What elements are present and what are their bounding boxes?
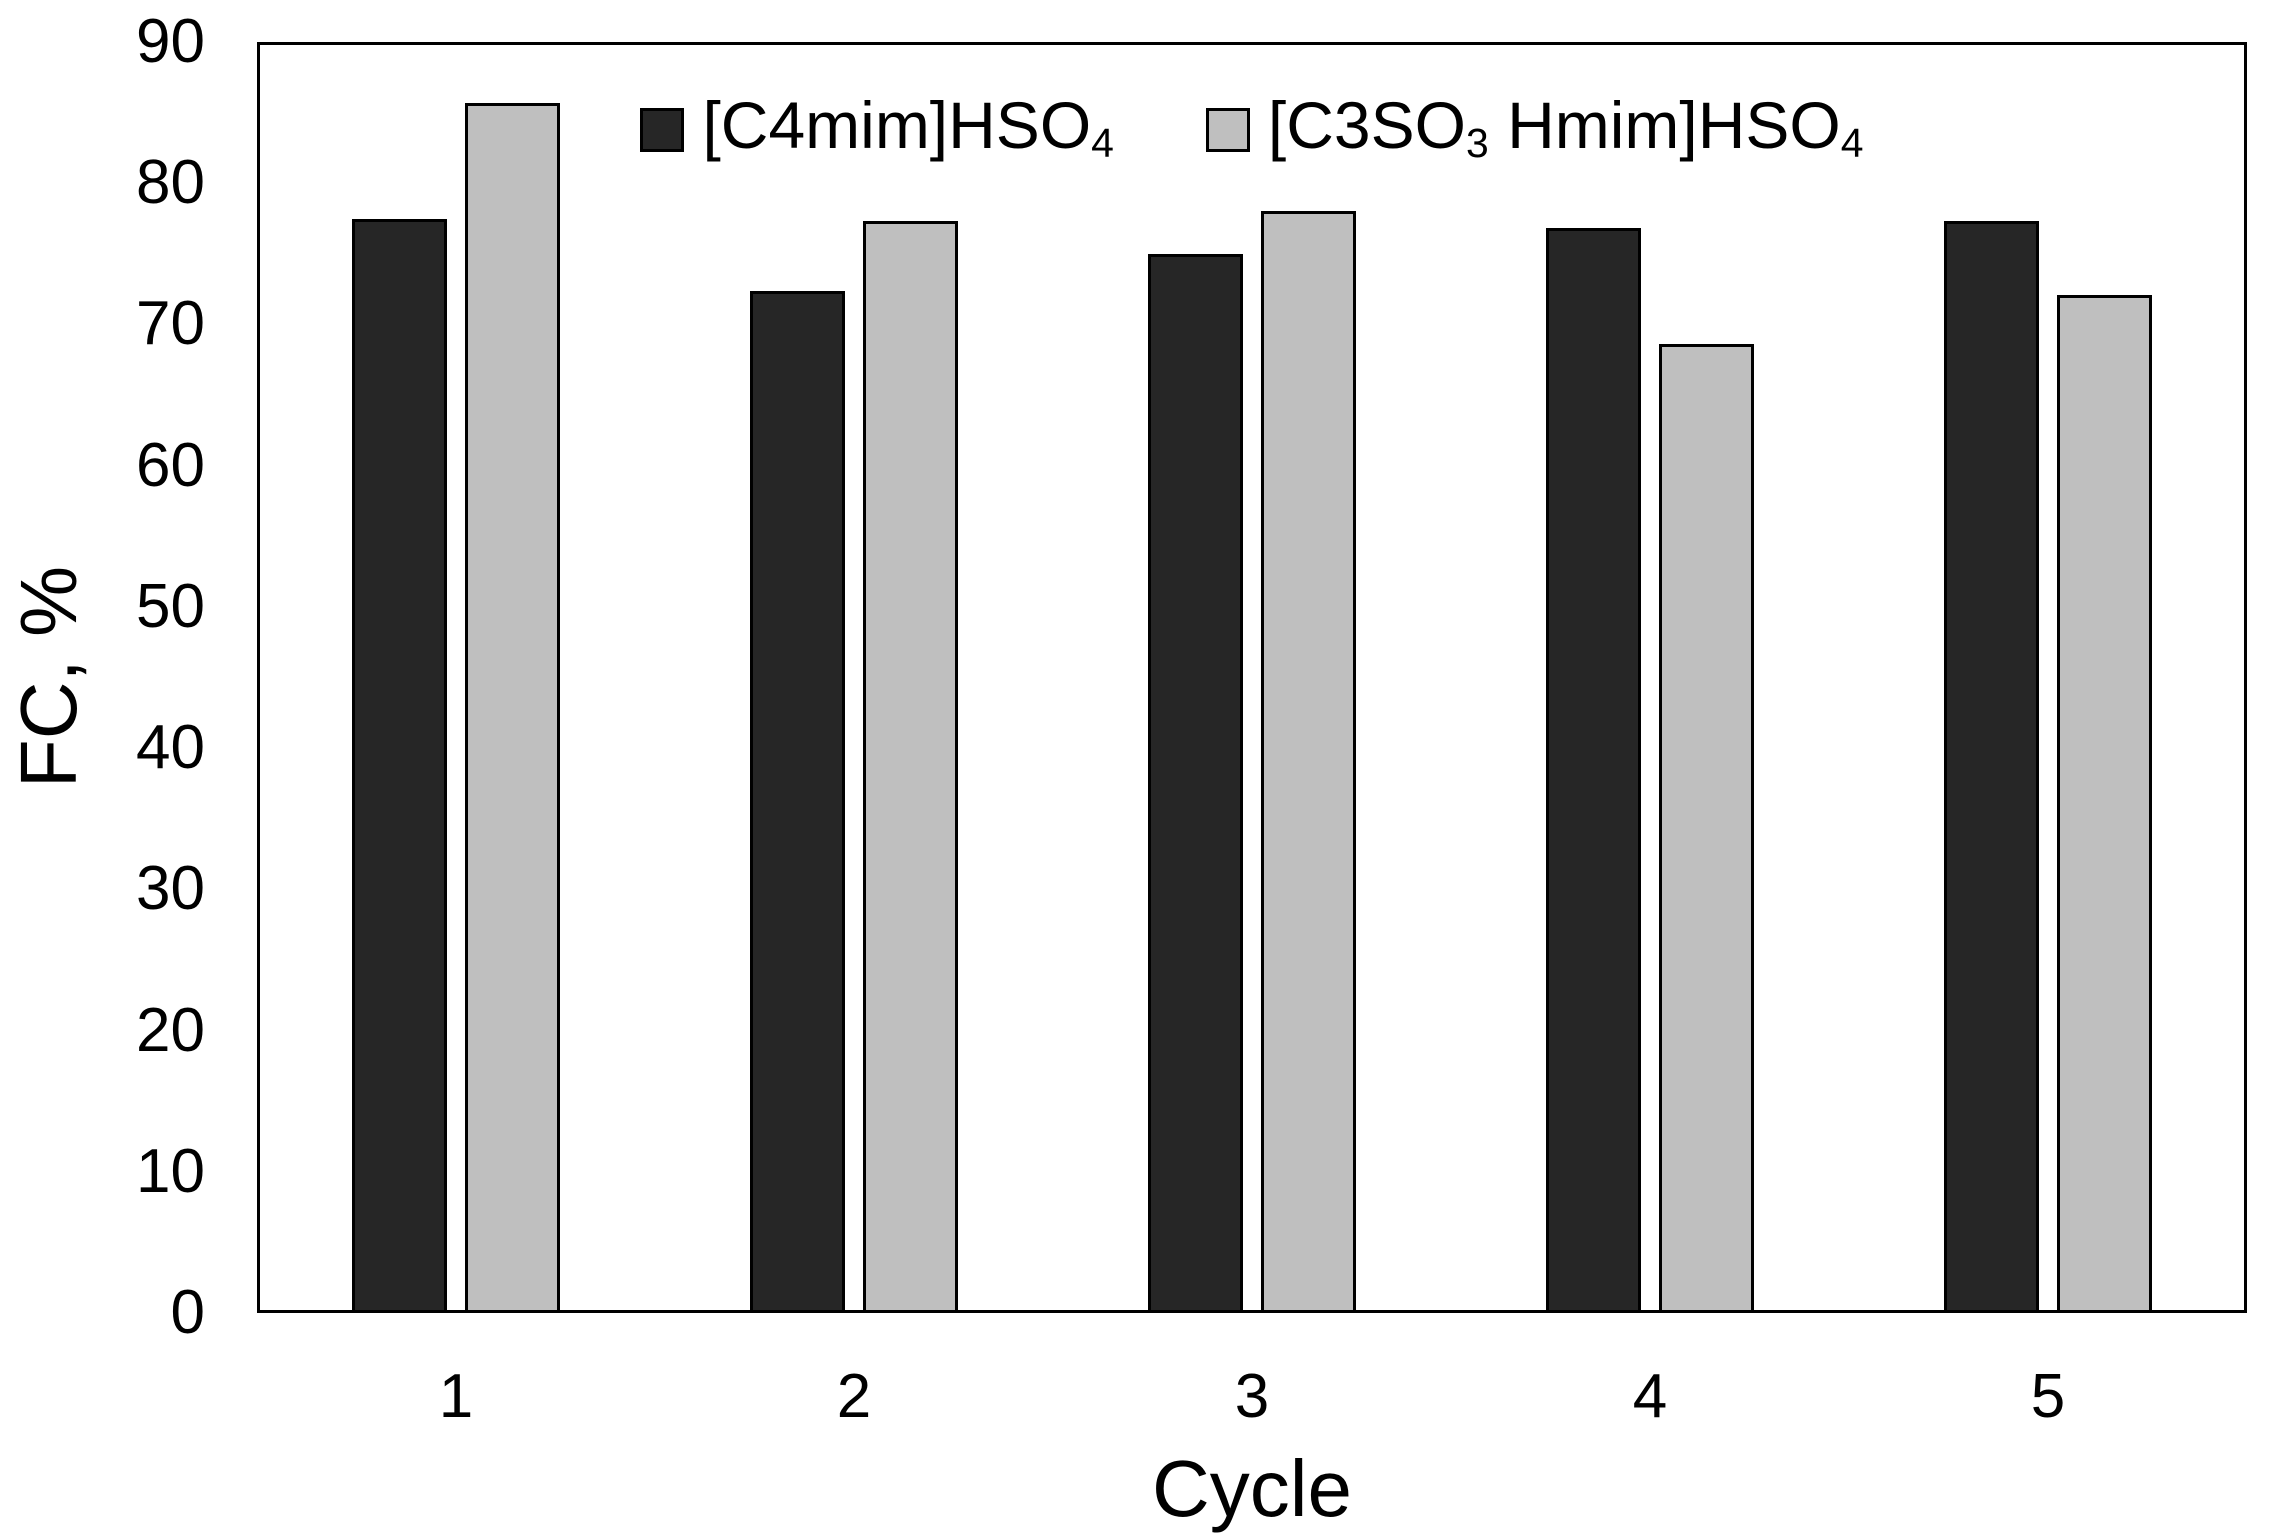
y-tick-label-50: 50 [136, 571, 205, 641]
y-tick-label-10: 10 [136, 1136, 205, 1206]
y-axis-title: FC, % [4, 565, 93, 789]
bar-series2-cycle2 [863, 221, 958, 1313]
legend-entry-series2: [C3SO3 Hmim]HSO4 [1205, 88, 1864, 171]
bar-series1-cycle2 [750, 290, 845, 1313]
y-tick-label-60: 60 [136, 430, 205, 500]
y-tick-label-20: 20 [136, 995, 205, 1065]
y-tick-label-40: 40 [136, 713, 205, 783]
y-tick-label-70: 70 [136, 289, 205, 359]
x-tick-label-4: 4 [1632, 1362, 1668, 1431]
legend-swatch-icon [640, 107, 685, 152]
bar-series1-cycle1 [352, 218, 447, 1313]
legend-label-series1: [C4mim]HSO4 [702, 88, 1114, 166]
bar-series2-cycle1 [465, 102, 560, 1313]
bar-series1-cycle5 [1944, 221, 2039, 1313]
legend-label-series2: [C3SO3 Hmim]HSO4 [1267, 88, 1864, 166]
bar-series1-cycle4 [1546, 228, 1641, 1313]
legend-swatch-icon [1205, 107, 1250, 152]
legend: [C4mim]HSO4 [C3SO3 Hmim]HSO4 [257, 88, 2247, 171]
y-tick-label-80: 80 [136, 148, 205, 218]
y-tick-label-90: 90 [136, 7, 205, 76]
legend-entry-series1: [C4mim]HSO4 [640, 88, 1114, 171]
x-tick-label-5: 5 [2030, 1362, 2066, 1431]
x-tick-label-3: 3 [1234, 1362, 1270, 1431]
y-tick-label-0: 0 [170, 1278, 205, 1347]
bar-series1-cycle3 [1148, 253, 1243, 1313]
x-tick-label-2: 2 [836, 1362, 872, 1431]
bar-series2-cycle4 [1659, 344, 1754, 1313]
y-tick-label-30: 30 [136, 854, 205, 924]
plot-area [257, 42, 2247, 1313]
bar-series2-cycle5 [2057, 294, 2152, 1313]
x-tick-label-1: 1 [438, 1362, 474, 1431]
x-axis-title: Cycle [1151, 1444, 1353, 1533]
bar-series2-cycle3 [1261, 211, 1356, 1313]
